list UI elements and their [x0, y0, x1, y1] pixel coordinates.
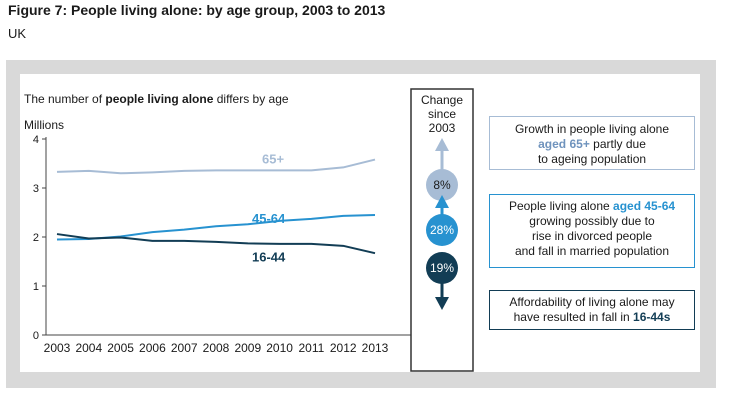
note-4564-line4: and fall in married population [514, 244, 670, 258]
x-tick-label: 2005 [107, 341, 134, 355]
x-tick-label: 2011 [298, 341, 324, 355]
x-tick-label: 2003 [44, 341, 71, 355]
note-1644-line1: Affordability of living alone may [509, 295, 675, 309]
change-header: 2003 [429, 121, 456, 135]
change-header: since [428, 107, 456, 121]
y-tick-label: 2 [33, 232, 39, 244]
note-65-line3: to ageing population [537, 152, 647, 166]
note-1644-box: Affordability of living alone may have r… [489, 290, 695, 330]
chart-title-part: differs by age [213, 92, 288, 106]
note-1644-line2: have resulted in fall in [513, 310, 634, 324]
note-4564-line3: rise in divorced people [531, 229, 653, 243]
chart-inner: The number of people living alone differ… [20, 74, 700, 372]
note-65-line1: Growth in people living alone [514, 122, 670, 136]
series-line-45-64 [56, 213, 376, 241]
chart-panel: The number of people living alone differ… [6, 60, 716, 388]
x-tick-label: 2009 [234, 341, 261, 355]
series-line-65+ [56, 158, 376, 175]
change-4564-circle [426, 214, 458, 246]
y-tick-label: 1 [33, 281, 39, 293]
line-chart: The number of people living alone differ… [24, 88, 474, 372]
x-tick-label: 2012 [330, 341, 357, 355]
change-1644-value: 19% [430, 261, 454, 275]
x-tick-label: 2008 [203, 341, 230, 355]
change-4564-value: 28% [430, 223, 454, 237]
chart-title-part: The number of [24, 92, 105, 106]
note-4564-line1: People living alone [508, 199, 614, 213]
y-tick-label: 0 [33, 330, 39, 342]
note-65-line2: partly due [589, 137, 646, 151]
note-4564-box: People living alone aged 45-64 growing p… [489, 194, 695, 268]
x-tick-label: 2004 [75, 341, 102, 355]
y-tick-label: 4 [33, 134, 39, 146]
y-tick-label: 3 [33, 183, 39, 195]
change-65-circle [426, 169, 458, 201]
change-header: Change [421, 93, 463, 107]
x-tick-label: 2006 [139, 341, 166, 355]
change-1644-circle [426, 252, 458, 284]
arrow-1644-head [435, 297, 449, 310]
arrow-4564-head [435, 195, 449, 208]
note-4564-emph: aged 45-64 [613, 199, 676, 213]
series-label-65+: 65+ [262, 152, 284, 167]
figure-title: Figure 7: People living alone: by age gr… [8, 2, 386, 18]
x-tick-label: 2007 [171, 341, 198, 355]
note-1644-emph: 16-44s [633, 310, 671, 324]
chart-title: The number of people living alone differ… [24, 92, 289, 106]
y-axis-label: Millions [24, 118, 64, 132]
note-65-box: Growth in people living alone aged 65+ p… [489, 116, 695, 170]
x-tick-label: 2010 [266, 341, 293, 355]
change-65-value: 8% [433, 178, 451, 192]
series-label-45-64: 45-64 [252, 211, 286, 226]
x-tick-label: 2013 [362, 341, 389, 355]
note-65-emph: aged 65+ [538, 137, 590, 151]
series-label-16-44: 16-44 [252, 250, 286, 265]
chart-title-part: people living alone [105, 92, 213, 106]
note-4564-line2: growing possibly due to [529, 214, 655, 228]
arrow-65-head [435, 138, 449, 151]
figure-subtitle: UK [8, 26, 27, 41]
